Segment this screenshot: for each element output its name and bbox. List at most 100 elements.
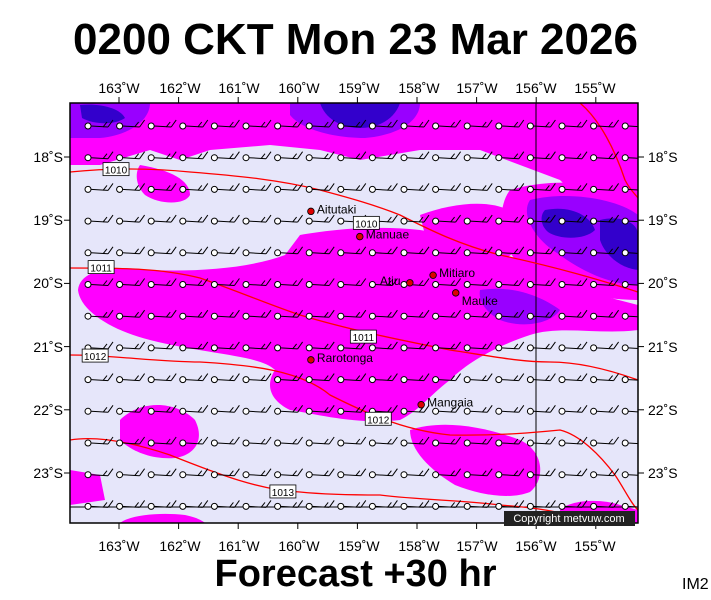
wind-barb [242, 309, 272, 320]
place-dot [356, 232, 364, 241]
place-name: Manuae [366, 228, 410, 242]
wind-barb [621, 471, 638, 479]
wind-barb [590, 278, 620, 288]
lon-label-bottom: 156˚W [515, 538, 557, 554]
wind-barb [621, 185, 638, 193]
wind-barb [400, 183, 430, 193]
wind-barb [558, 373, 588, 384]
wind-barb [84, 151, 114, 162]
wind-barb [400, 309, 430, 320]
wind-barb [147, 436, 177, 447]
wind-barb [305, 309, 335, 320]
isobar-1012 [70, 354, 638, 511]
wind-barb [495, 500, 525, 510]
wind-barb [179, 500, 209, 510]
wind-barb [305, 341, 335, 352]
isobar-label-text: 1013 [272, 488, 295, 499]
wind-barb [463, 278, 493, 288]
wind-barb [526, 246, 556, 257]
left-latitude-labels: 18˚S 19˚S 20˚S 21˚S 22˚S 23˚S [33, 149, 63, 481]
wind-barb [84, 278, 114, 288]
wind-barb [84, 183, 114, 193]
lat-label-left: 19˚S [33, 212, 63, 228]
place-name: Atiu [380, 274, 401, 288]
lat-label-left: 18˚S [33, 149, 63, 165]
forecast-label: Forecast +30 hr [214, 553, 497, 595]
wind-barb [432, 119, 462, 130]
wind-barb [242, 246, 272, 257]
wind-barb [558, 500, 588, 510]
wind-barb [432, 309, 462, 320]
place-name: Rarotonga [317, 351, 373, 365]
wind-barb [305, 436, 335, 447]
wind-barb [621, 376, 638, 384]
wind-barb [274, 119, 304, 130]
wind-barb [179, 278, 209, 288]
wind-barb [558, 278, 588, 288]
wind-barb [337, 246, 367, 257]
place-dot [417, 401, 425, 409]
wind-barb [400, 214, 430, 225]
wind-barb [621, 502, 638, 510]
wind-barb [368, 309, 398, 320]
isobar-label: 1011 [349, 329, 377, 344]
wind-barb [242, 341, 272, 352]
wind-barb [368, 373, 398, 384]
place-marker: Mauke [452, 289, 498, 308]
wind-barb [463, 500, 493, 510]
isobar-label: 1013 [269, 484, 297, 499]
wind-barb [116, 405, 146, 415]
wind-barb [242, 119, 272, 130]
wind-barb [274, 436, 304, 447]
wind-barb [495, 373, 525, 384]
wind-barb [368, 119, 398, 130]
wind-barb [590, 468, 620, 479]
wind-barb [432, 214, 462, 225]
wind-barb [305, 246, 335, 257]
lon-label-top: 163˚W [98, 80, 140, 96]
wind-barb [116, 183, 146, 193]
wind-barb [210, 246, 240, 257]
wind-barb [116, 309, 146, 320]
wind-barb [368, 278, 398, 288]
wind-barb [590, 309, 620, 320]
wind-barb [179, 309, 209, 320]
wind-barb [179, 436, 209, 447]
wind-barb [432, 183, 462, 193]
lat-label-left: 20˚S [33, 275, 63, 291]
place-marker: Mangaia [417, 396, 474, 410]
wind-barb [590, 405, 620, 415]
isobar-label: 1012 [81, 348, 109, 363]
wind-barb [179, 405, 209, 415]
wind-barb [147, 405, 177, 415]
wind-barb [432, 500, 462, 510]
wind-barb [400, 119, 430, 130]
wind-barb [274, 373, 304, 384]
wind-barb [210, 468, 240, 479]
wind-barb [337, 373, 367, 384]
wind-barb [179, 468, 209, 479]
lon-label-top: 161˚W [218, 80, 260, 96]
wind-barb [621, 122, 638, 130]
wind-barb [210, 309, 240, 320]
wind-barb [305, 119, 335, 130]
place-dot [452, 289, 460, 297]
wind-barb [558, 183, 588, 193]
wind-barb [274, 500, 304, 510]
wind-barb [558, 309, 588, 320]
lat-label-right: 18˚S [648, 149, 678, 165]
place-name: Mauke [462, 294, 498, 308]
wind-barb [305, 405, 335, 415]
lon-label-bottom: 159˚W [338, 538, 380, 554]
wind-barb [210, 341, 240, 352]
wind-barb [368, 341, 398, 352]
wind-barb [621, 281, 638, 288]
wind-barb [400, 341, 430, 352]
lon-label-bottom: 161˚W [218, 538, 260, 554]
lat-label-left: 22˚S [33, 402, 63, 418]
axis-ticks [64, 97, 644, 529]
isobar-labels: 1010 1010 1011 1011 1012 1012 1013 [81, 162, 392, 499]
wind-barb [495, 214, 525, 225]
place-dot [307, 356, 315, 364]
wind-barb [274, 151, 304, 162]
